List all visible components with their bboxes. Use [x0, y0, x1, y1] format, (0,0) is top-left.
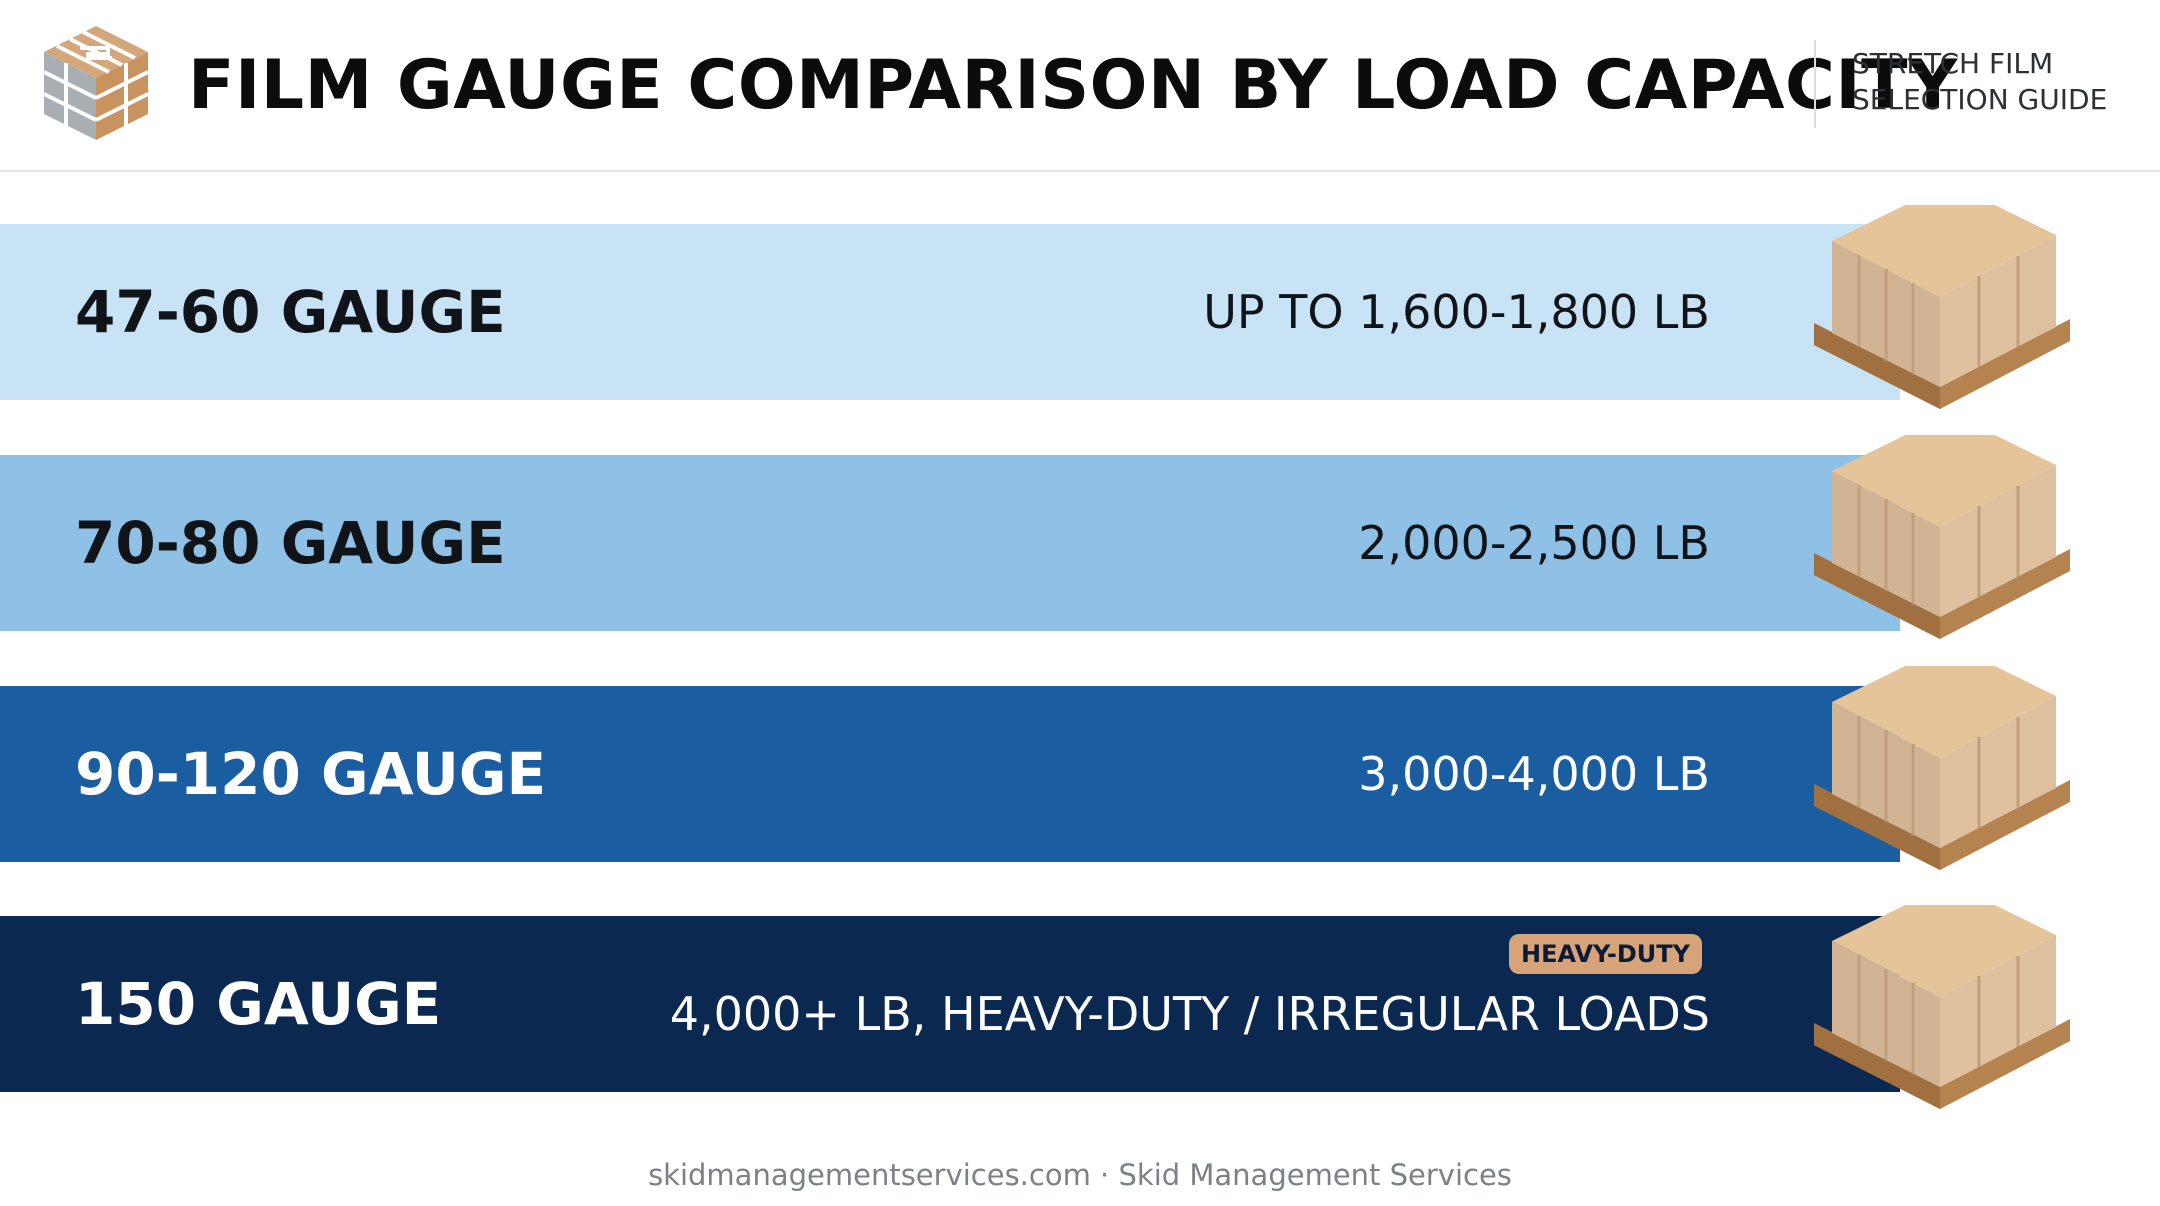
header: FILM GAUGE COMPARISON BY LOAD CAPACITY S…	[0, 0, 2160, 172]
page-title: FILM GAUGE COMPARISON BY LOAD CAPACITY	[188, 46, 1958, 125]
header-divider	[1814, 40, 1816, 128]
heavy-duty-badge: HEAVY-DUTY	[1509, 934, 1702, 974]
wrapped-pallet-icon	[1814, 205, 2070, 409]
gauge-label: 47-60 GAUGE	[75, 278, 506, 346]
footer-credit: skidmanagementservices.com · Skid Manage…	[648, 1158, 1512, 1192]
load-capacity-value: UP TO 1,600-1,800 LB	[1203, 285, 1710, 339]
gauge-label: 70-80 GAUGE	[75, 509, 506, 577]
wrapped-pallet-icon	[1814, 666, 2070, 870]
gauge-band-70-80: 70-80 GAUGE 2,000-2,500 LB	[0, 455, 2160, 631]
gauge-band-150: 150 GAUGE HEAVY-DUTY 4,000+ LB, HEAVY-DU…	[0, 916, 2160, 1092]
subtitle-line-1: STRETCH FILM	[1852, 47, 2054, 80]
stacked-pallet-logo-icon	[43, 26, 149, 140]
load-capacity-value: 4,000+ LB, HEAVY-DUTY / IRREGULAR LOADS	[669, 987, 1710, 1041]
band-fill	[0, 455, 1900, 631]
gauge-label: 90-120 GAUGE	[75, 740, 547, 808]
band-fill	[0, 686, 1900, 862]
load-capacity-value: 3,000-4,000 LB	[1358, 747, 1710, 801]
gauge-label: 150 GAUGE	[75, 970, 442, 1038]
gauge-band-47-60: 47-60 GAUGE UP TO 1,600-1,800 LB	[0, 224, 2160, 400]
band-fill	[0, 224, 1900, 400]
subtitle-line-2: SELECTION GUIDE	[1852, 83, 2108, 116]
wrapped-pallet-icon	[1814, 905, 2070, 1109]
subtitle: STRETCH FILM SELECTION GUIDE	[1852, 46, 2107, 118]
wrapped-pallet-icon	[1814, 435, 2070, 639]
load-capacity-value: 2,000-2,500 LB	[1358, 516, 1710, 570]
gauge-band-90-120: 90-120 GAUGE 3,000-4,000 LB	[0, 686, 2160, 862]
